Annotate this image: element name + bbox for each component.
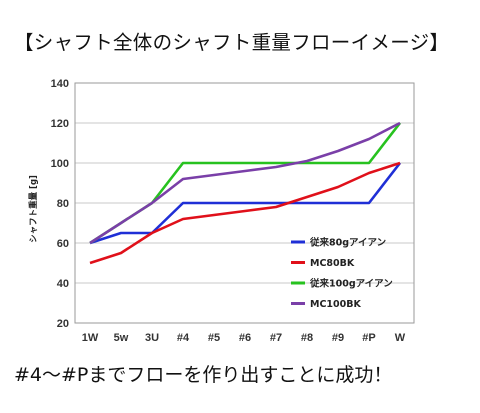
plot-area-frame — [74, 82, 415, 324]
x-tick-label: 5w — [114, 332, 129, 344]
x-tick-label: #7 — [270, 332, 282, 344]
y-tick-label: 120 — [51, 118, 69, 130]
caption-text: #4〜#Pまでフローを作り出すことに成功！ — [14, 364, 393, 386]
x-tick-label: W — [395, 332, 406, 344]
legend-label: 従来80gアイアン — [309, 237, 386, 249]
legend-label: MC100BK — [310, 299, 361, 310]
x-tick-label: #6 — [239, 332, 251, 344]
x-tick-label: 3U — [145, 332, 159, 344]
x-tick-label: #9 — [332, 332, 344, 344]
y-tick-label: 20 — [57, 318, 69, 330]
chart-heading: 【シャフト全体のシャフト重量フローイメージ】 — [14, 31, 450, 54]
y-tick-label: 40 — [57, 278, 69, 290]
x-tick-label: #8 — [301, 332, 313, 344]
legend-label: 従来100gアイアン — [309, 278, 393, 290]
x-tick-label: #4 — [177, 332, 190, 344]
y-tick-label: 140 — [51, 78, 69, 90]
y-tick-label: 100 — [51, 158, 69, 170]
x-tick-label: #5 — [208, 332, 220, 344]
x-tick-label: 1W — [82, 332, 99, 344]
y-tick-label: 80 — [57, 198, 69, 210]
weight-flow-chart: 20 40 60 80 100 120 140 1W 5w 3U #4 #5 #6 #7 #8 #9 #P W シ… — [28, 78, 415, 344]
series-line-4 — [89, 121, 401, 245]
x-tick-label: #P — [362, 332, 375, 344]
series-line-2 — [89, 161, 401, 265]
y-axis-label: シャフト重量 [g] — [28, 175, 39, 243]
y-tick-label: 60 — [57, 238, 69, 250]
series-line-1 — [89, 162, 402, 245]
series-line-3 — [89, 122, 402, 245]
legend-label: MC80BK — [310, 258, 355, 269]
